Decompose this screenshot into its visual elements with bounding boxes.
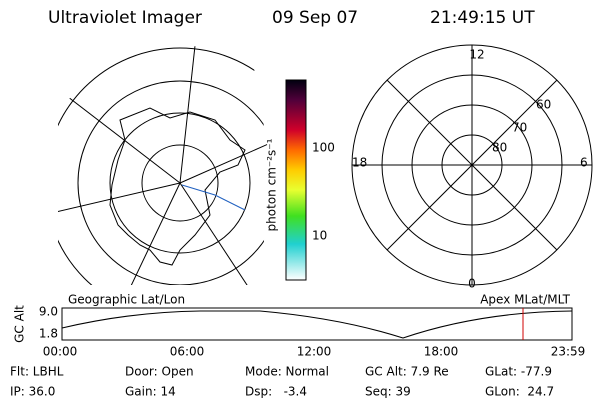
time-label: 06:00: [170, 345, 205, 359]
time-labels: 00:00 06:00 12:00 18:00 23:59: [43, 345, 586, 359]
status-field: IP: 36.0: [10, 385, 55, 399]
colorbar-label: photon cm⁻²s⁻¹: [265, 138, 279, 231]
hour-label: 6: [580, 156, 588, 170]
panel-label: Apex MLat/MLT: [480, 293, 570, 307]
instrument: Ultraviolet Imager: [48, 8, 202, 28]
hour-label: 18: [352, 156, 367, 170]
y-label: 9.0: [39, 305, 58, 319]
colorbar: [285, 79, 307, 281]
status-field: Door: Open: [125, 365, 194, 379]
colorbar-tick: 10: [312, 229, 327, 243]
altitude-panel: [61, 307, 573, 341]
lat-label: 70: [512, 121, 527, 135]
time-label: 00:00: [43, 345, 78, 359]
time-label: 23:59: [551, 345, 586, 359]
hour-label: 0: [468, 277, 476, 291]
panel-label: Geographic Lat/Lon: [68, 293, 185, 307]
lat-label: 60: [536, 98, 551, 112]
status-field: GLat: -77.9: [485, 365, 552, 379]
axis-label: GC Alt: [13, 305, 27, 343]
status: Flt: LBHL Door: Open Mode: Normal GC Alt: 7…: [10, 365, 554, 399]
time: 21:49:15 UT: [430, 8, 535, 28]
colorbar-tick: 100: [312, 141, 335, 155]
status-field: Mode: Normal: [245, 365, 329, 379]
status-field: Gain: 14: [125, 385, 176, 399]
geographic-map: [58, 45, 268, 285]
y-label: 1.8: [39, 327, 58, 341]
status-field: Dsp: -3.4: [245, 385, 307, 399]
status-field: Flt: LBHL: [10, 365, 64, 379]
time-label: 18:00: [424, 345, 459, 359]
status-field: GC Alt: 7.9 Re: [365, 365, 449, 379]
magnetic-map: [351, 44, 593, 286]
altitude-curve: [61, 310, 573, 339]
hour-label: 12: [469, 48, 484, 62]
lat-label: 80: [492, 141, 507, 155]
status-field: GLon: 24.7: [485, 385, 554, 399]
date: 09 Sep 07: [272, 8, 358, 28]
status-field: Seq: 39: [365, 385, 411, 399]
time-label: 12:00: [297, 345, 332, 359]
